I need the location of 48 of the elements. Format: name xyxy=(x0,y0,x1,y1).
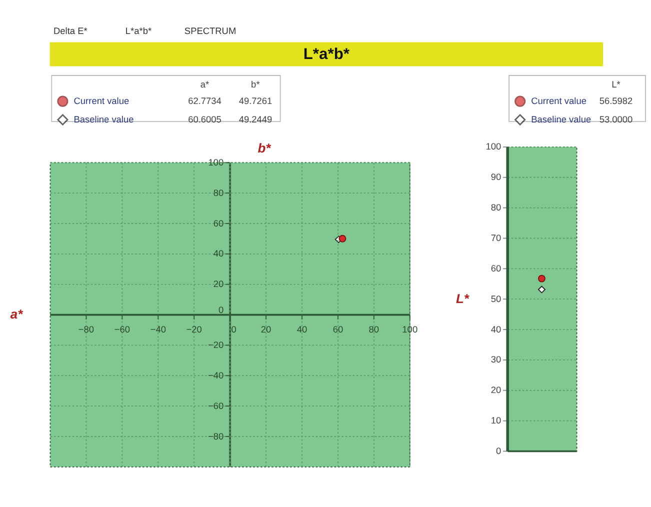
x-tick-label: 60 xyxy=(332,324,344,334)
y-tick-label: 80 xyxy=(490,202,502,213)
text: 53.0000 xyxy=(599,114,633,125)
legend-label: Baseline value xyxy=(74,114,134,125)
text: SPECTRUM xyxy=(184,26,236,36)
y-tick-label: 40 xyxy=(213,248,224,259)
x-axis-title: a* xyxy=(10,306,24,322)
x-tick-label: −60 xyxy=(114,324,130,334)
x-tick-label: −80 xyxy=(78,324,94,334)
y-tick-label: 100 xyxy=(486,142,502,152)
y-tick-label: 50 xyxy=(490,294,502,304)
y-tick-label: 0 xyxy=(218,304,224,315)
y-tick-label: 20 xyxy=(490,385,502,396)
legend-label: Current value xyxy=(74,96,130,106)
x-tick-label: 20 xyxy=(260,324,272,334)
y-tick-label: −80 xyxy=(208,431,224,442)
x-tick-label: −40 xyxy=(150,324,166,334)
x-tick-label: 40 xyxy=(296,324,308,334)
text: b* xyxy=(251,79,260,90)
x-tick-label: −20 xyxy=(186,324,202,334)
y-tick-label: −60 xyxy=(208,400,224,411)
text: 49.2449 xyxy=(238,114,272,125)
y-tick-label: 0 xyxy=(496,446,502,456)
y-tick-label: −40 xyxy=(208,370,224,380)
text: L* xyxy=(612,79,621,90)
y-tick-label: 70 xyxy=(490,233,502,244)
text: Delta E* xyxy=(53,26,88,36)
y-tick-label: 60 xyxy=(213,218,224,228)
text: L*a*b* xyxy=(125,26,152,36)
y-tick-label: −20 xyxy=(208,340,224,350)
y-tick-label: 10 xyxy=(490,416,502,426)
x-tick-label: 0 xyxy=(231,324,236,334)
y-tick-label: 80 xyxy=(213,188,224,198)
y-tick-label: 60 xyxy=(490,263,502,274)
text: a* xyxy=(200,79,210,90)
legend-label: Current value xyxy=(531,96,586,106)
chart-title: L*a*b* xyxy=(303,46,350,63)
text: 56.5982 xyxy=(599,96,633,106)
y-tick-label: 30 xyxy=(490,354,502,365)
y-axis-title: L* xyxy=(456,290,470,306)
y-tick-label: 20 xyxy=(213,279,224,290)
text: 60.6005 xyxy=(188,114,222,125)
text: 49.7261 xyxy=(238,96,272,106)
text: 62.7734 xyxy=(188,96,222,106)
legend-label: Baseline value xyxy=(531,114,592,125)
x-tick-label: 80 xyxy=(368,324,380,334)
y-axis-title: b* xyxy=(258,140,272,156)
y-tick-label: 90 xyxy=(490,172,502,182)
